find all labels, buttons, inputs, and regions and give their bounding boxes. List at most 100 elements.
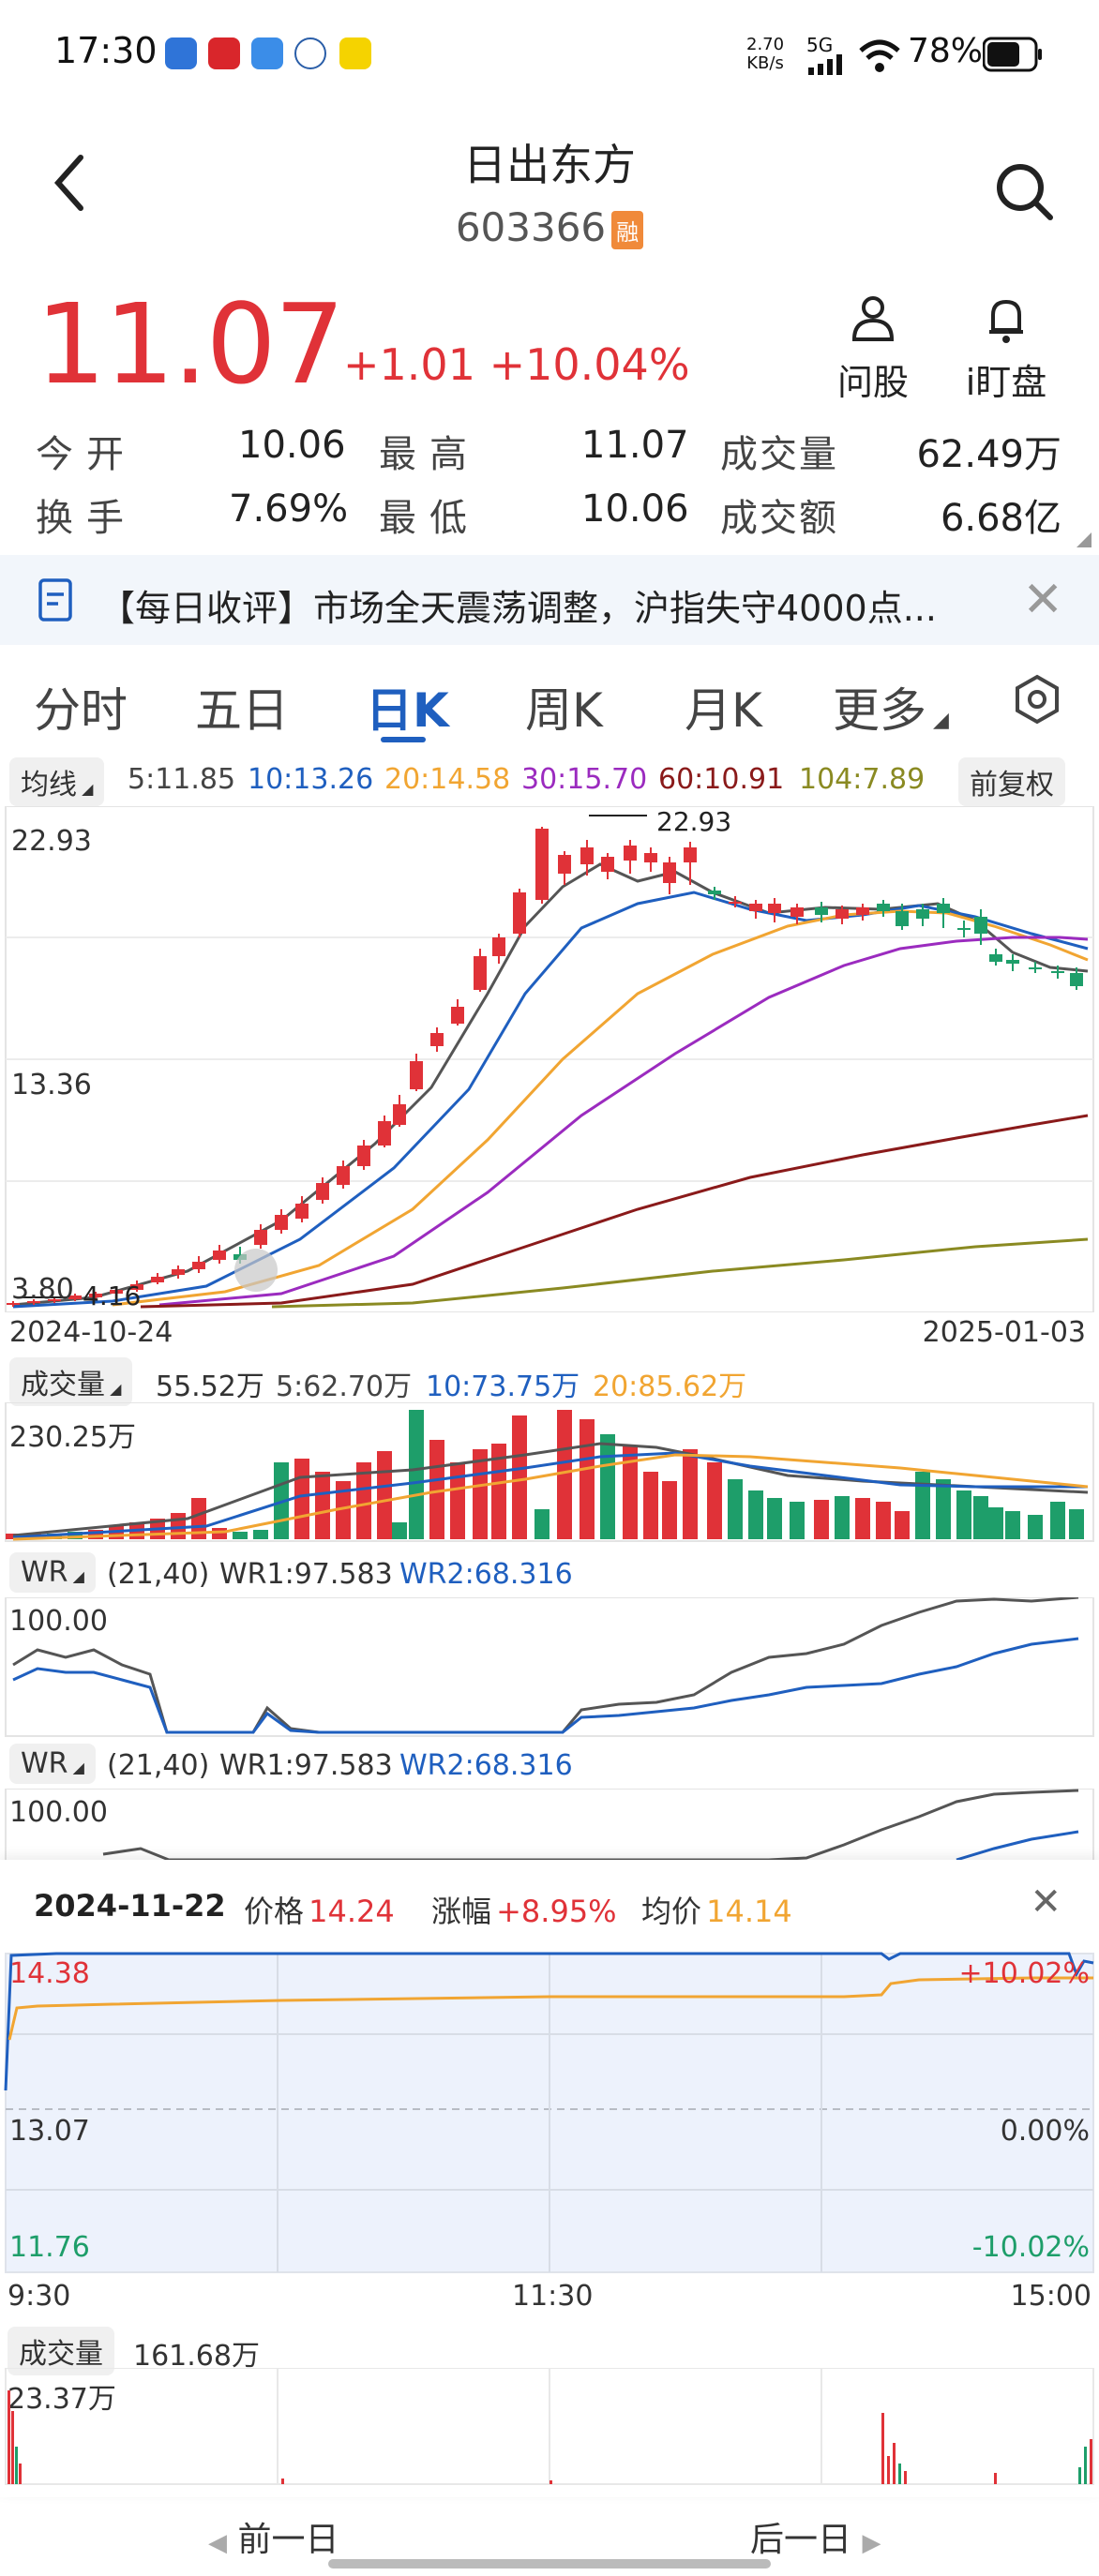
candle	[492, 937, 505, 956]
prev-day-button[interactable]: ◀ 前一日	[208, 2512, 339, 2561]
wr1-chart[interactable]	[0, 1597, 1099, 1738]
kline-ma-lines	[12, 862, 1089, 1309]
candle	[558, 855, 571, 874]
chart-drag-handle[interactable]	[234, 1249, 278, 1292]
stock-code-text: 603366	[455, 204, 607, 250]
candle	[601, 857, 614, 872]
intraday-avg-line	[8, 1976, 1093, 2041]
candle	[89, 1294, 102, 1297]
volume-bar	[336, 1481, 351, 1539]
candle	[937, 904, 950, 913]
tab-intraday[interactable]: 分时	[34, 683, 128, 738]
wr2-wr2: WR2:68.316	[399, 1749, 573, 1782]
wr1-selector[interactable]: WR ◢	[9, 1552, 96, 1593]
tab-weekly-k[interactable]: 周K	[525, 683, 603, 738]
volume-chart[interactable]	[0, 1402, 1099, 1543]
next-day-button[interactable]: 后一日 ▶	[750, 2512, 881, 2561]
candle	[1006, 960, 1019, 964]
volume-current: 55.52万	[156, 1370, 264, 1403]
candle	[856, 907, 869, 915]
volume-bar	[473, 1449, 488, 1539]
candle	[172, 1269, 185, 1275]
volume-bar	[1069, 1509, 1084, 1539]
right-arrow-icon: ▶	[862, 2529, 881, 2557]
volume-bar	[973, 1496, 988, 1539]
tab-monthly-k[interactable]: 月K	[685, 683, 762, 738]
ma-selector[interactable]: 均线 ◢	[9, 757, 105, 806]
min-price-marker: 4.16	[83, 1281, 142, 1311]
status-bar: 17:30 2.70 KB/s 5G 78%	[0, 0, 1099, 103]
open-label: 今开	[36, 433, 137, 476]
candle	[729, 902, 742, 904]
dropdown-arrow-icon: ◢	[926, 709, 949, 732]
wr2-top: 100.00	[9, 1796, 108, 1829]
volume-bar	[450, 1462, 465, 1539]
wr2-selector[interactable]: WR ◢	[9, 1744, 96, 1784]
settings-icon[interactable]	[1011, 673, 1063, 726]
volume-bar	[915, 1472, 930, 1539]
bell-icon	[989, 299, 1023, 343]
tab-five-day[interactable]: 五日	[195, 683, 289, 738]
wr2-chart[interactable]	[0, 1789, 1099, 1860]
candle	[974, 917, 987, 934]
tab-more[interactable]: 更多 ◢	[833, 673, 949, 741]
volume-bar	[728, 1479, 743, 1539]
candle	[68, 1295, 82, 1299]
candle	[1051, 971, 1064, 973]
kline-chart[interactable]	[0, 806, 1099, 1312]
left-arrow-icon: ◀	[208, 2529, 227, 2557]
news-banner[interactable]: 【每日收评】市场全天震荡调整，沪指失守4000点... ✕	[0, 555, 1099, 645]
app-notification-icon	[208, 37, 240, 69]
candle	[1070, 973, 1083, 986]
candle	[451, 1007, 464, 1024]
intraday-volume-bars	[8, 2390, 1092, 2484]
volume-bar	[557, 1410, 572, 1539]
wr1-line-a	[12, 1597, 1079, 1734]
expand-corner-icon[interactable]	[1076, 532, 1091, 547]
back-icon[interactable]	[47, 150, 94, 216]
candle	[989, 954, 1002, 962]
volume-bar	[936, 1479, 951, 1539]
candle	[644, 853, 657, 862]
intraday-avg-label: 均价	[641, 1894, 702, 1929]
kline-date-start: 2024-10-24	[9, 1316, 173, 1349]
volume-ma-line	[12, 1451, 1088, 1539]
volume-bar	[253, 1530, 268, 1539]
close-news-icon[interactable]: ✕	[1022, 572, 1063, 628]
candle	[378, 1121, 391, 1146]
ask-stock-button[interactable]: 问股	[821, 292, 925, 405]
day-navigation: ◀ 前一日 后一日 ▶	[0, 2492, 1099, 2576]
candle	[393, 1104, 406, 1125]
prev-day-label: 前一日	[237, 2521, 339, 2559]
close-intraday-icon[interactable]: ✕	[1030, 1880, 1061, 1924]
intraday-change-label: 涨幅	[431, 1894, 492, 1929]
intraday-header: 2024-11-22 价格 14.24 涨幅 +8.95% 均价 14.14 ✕	[0, 1860, 1099, 1954]
kline-y-top: 22.93	[11, 825, 92, 858]
intraday-chart[interactable]	[0, 1950, 1099, 2274]
ma-line	[12, 891, 1089, 1309]
tab-more-label: 更多	[833, 683, 926, 738]
intraday-volume-bar	[898, 2464, 901, 2484]
volume-bar	[1005, 1511, 1020, 1539]
max-price-marker: 22.93	[656, 806, 732, 837]
volume-bar	[662, 1481, 677, 1539]
change-amount: +1.01	[343, 339, 475, 390]
news-text[interactable]: 【每日收评】市场全天震荡调整，沪指失守4000点...	[99, 588, 937, 629]
network-type: 5G	[806, 34, 834, 56]
volume-bar	[191, 1498, 206, 1539]
adjust-selector[interactable]: 前复权	[958, 757, 1065, 806]
volume-bar	[392, 1522, 407, 1539]
candle	[708, 891, 721, 894]
volume-selector[interactable]: 成交量 ◢	[9, 1357, 133, 1406]
candle	[357, 1146, 370, 1166]
watch-button[interactable]: i盯盘	[955, 292, 1058, 405]
volume-bar	[767, 1498, 782, 1539]
tab-daily-k[interactable]: 日K	[366, 683, 449, 738]
search-icon[interactable]	[992, 159, 1058, 225]
intraday-volume-bar	[550, 2480, 552, 2484]
intraday-volume-chart[interactable]	[0, 2368, 1099, 2486]
current-price: 11.07	[36, 279, 345, 409]
home-indicator[interactable]	[328, 2559, 771, 2569]
intraday-volume-bar	[281, 2479, 284, 2484]
volume-bar	[68, 1532, 83, 1539]
